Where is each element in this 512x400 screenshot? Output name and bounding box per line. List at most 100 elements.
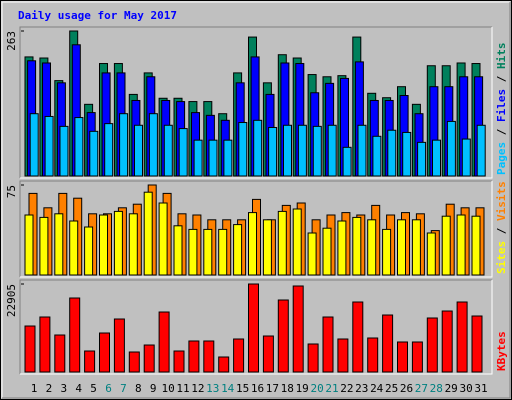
bar [426, 317, 438, 373]
bar [24, 214, 34, 276]
legend-entry: Files [495, 89, 508, 122]
bar [84, 350, 96, 373]
x-tick-label: 1 [31, 382, 38, 395]
bar [218, 228, 228, 276]
bar [283, 124, 292, 177]
bar [327, 124, 337, 177]
x-tick-label: 27 [415, 382, 428, 395]
legend: Sites / Visits [495, 181, 508, 274]
bar [411, 341, 423, 373]
panel-bevel [19, 26, 492, 178]
x-tick-label: 14 [221, 382, 235, 395]
bar [233, 224, 243, 276]
bar [104, 123, 114, 177]
x-tick-label: 30 [459, 382, 472, 395]
x-tick-label: 23 [355, 382, 368, 395]
bar [387, 129, 397, 177]
bar [277, 299, 289, 373]
bar [173, 350, 185, 373]
bar [248, 212, 257, 276]
bar [471, 215, 481, 276]
legend-entry: Pages [495, 142, 508, 175]
x-tick-label: 11 [176, 382, 189, 395]
legend: Pages / Files / Hits [495, 43, 508, 176]
bar [461, 138, 471, 177]
bar [148, 113, 158, 177]
chart-title: Daily usage for May 2017 [18, 9, 177, 22]
bar [372, 135, 382, 177]
bar [253, 119, 263, 177]
bar [337, 220, 347, 276]
bar [292, 285, 304, 373]
x-tick-label: 18 [281, 382, 294, 395]
bar [29, 113, 39, 177]
bar [74, 117, 84, 177]
bar [446, 120, 456, 177]
bar [402, 131, 412, 177]
bar [432, 139, 441, 177]
bar [262, 219, 272, 276]
bar [471, 315, 483, 373]
y-tick-label: 263 [5, 31, 18, 51]
bar [248, 283, 259, 373]
bar [233, 338, 245, 373]
bar [312, 125, 322, 177]
bar [411, 219, 421, 276]
bar [44, 115, 54, 177]
x-tick-label: 7 [120, 382, 127, 395]
bar [382, 314, 394, 373]
bar [277, 210, 287, 276]
bar [99, 332, 110, 373]
bar [397, 219, 406, 276]
panel-bevel [20, 27, 493, 179]
legend-entry: Visits [495, 181, 508, 221]
bar [297, 124, 307, 177]
y-tick-label: 22905 [5, 284, 18, 317]
x-tick-label: 28 [430, 382, 443, 395]
x-tick-label: 17 [266, 382, 279, 395]
y-tick-label: 75 [5, 185, 18, 198]
bar [143, 191, 153, 276]
x-tick-label: 24 [370, 382, 384, 395]
bar [99, 214, 108, 276]
bar [84, 226, 94, 276]
legend-entry: Hits [495, 43, 508, 70]
bar [39, 316, 51, 373]
panel-bevel [20, 181, 493, 278]
bar [382, 228, 392, 276]
bar [426, 232, 436, 276]
x-tick-label: 25 [385, 382, 398, 395]
bar [113, 318, 125, 373]
bar [69, 297, 81, 373]
x-tick-label: 15 [236, 382, 249, 395]
x-tick-label: 20 [310, 382, 323, 395]
bar [188, 340, 200, 373]
bar [59, 125, 69, 177]
x-tick-label: 3 [60, 382, 67, 395]
x-tick-label: 19 [296, 382, 309, 395]
x-tick-label: 9 [150, 382, 157, 395]
x-tick-label: 16 [251, 382, 264, 395]
bar [417, 141, 427, 177]
bar [238, 122, 248, 177]
bar [441, 215, 451, 276]
panel-bevel [20, 280, 493, 375]
x-tick-label: 21 [325, 382, 338, 395]
bar [367, 219, 377, 276]
bar [193, 139, 203, 177]
x-tick-label: 2 [46, 382, 53, 395]
legend-separator: / [495, 122, 508, 142]
panel-bevel [19, 279, 492, 374]
bar [456, 301, 468, 373]
bar [218, 356, 230, 373]
bar [134, 124, 143, 177]
bar [397, 341, 408, 373]
bar [69, 220, 79, 276]
bar [54, 334, 66, 373]
bar [322, 316, 334, 373]
bar [262, 335, 274, 373]
bar [113, 210, 123, 276]
legend-separator: / [495, 221, 508, 241]
